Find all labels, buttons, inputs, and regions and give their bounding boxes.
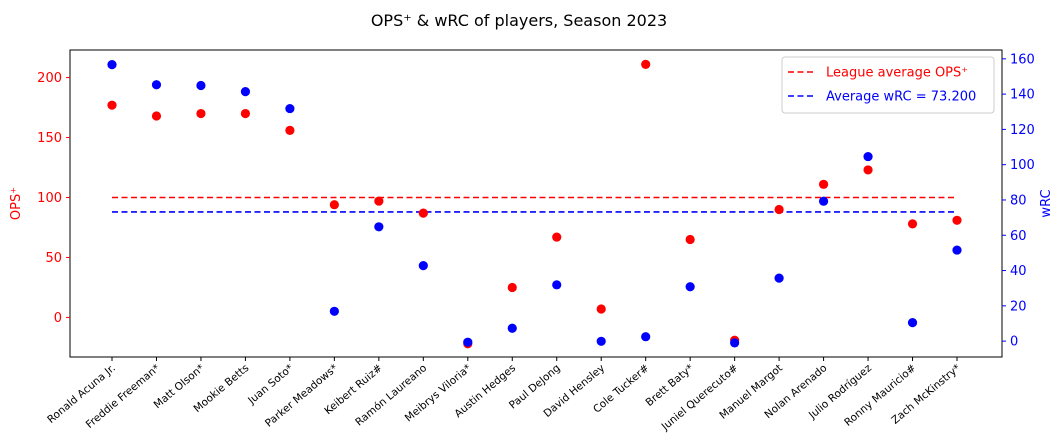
point-ops-10: [552, 232, 562, 242]
point-wrc-12: [641, 332, 651, 342]
legend-label-wrc: Average wRC = 73.200: [826, 90, 976, 105]
right-tick-label: 20: [1010, 299, 1027, 314]
point-ops-18: [907, 219, 918, 229]
point-wrc-2: [196, 80, 206, 91]
point-wrc-16: [818, 196, 829, 206]
point-wrc-1: [151, 80, 162, 90]
point-wrc-15: [774, 273, 784, 283]
right-tick-label: 160: [1010, 52, 1035, 67]
point-ops-6: [374, 196, 384, 206]
point-wrc-3: [240, 87, 251, 97]
point-wrc-8: [463, 337, 473, 347]
left-tick-label: 150: [37, 131, 62, 146]
right-tick-label: 40: [1010, 264, 1027, 279]
x-tick-label: Freddie Freeman*: [84, 362, 163, 431]
right-tick-label: 60: [1010, 229, 1027, 244]
point-wrc-6: [374, 222, 384, 232]
point-ops-4: [285, 125, 295, 135]
point-wrc-0: [107, 60, 117, 70]
point-ops-13: [685, 234, 695, 245]
point-wrc-13: [685, 282, 695, 292]
point-wrc-14: [730, 338, 740, 348]
legend-box: [781, 56, 995, 114]
right-tick-label: 0: [1010, 335, 1018, 350]
point-wrc-18: [907, 317, 918, 328]
point-ops-5: [329, 200, 339, 210]
right-tick-label: 100: [1010, 158, 1035, 173]
point-ops-16: [818, 179, 829, 189]
right-tick-label: 120: [1010, 123, 1035, 138]
left-tick-label: 50: [45, 251, 62, 266]
plot-frame: [69, 49, 1003, 358]
left-tick-label: 100: [37, 191, 62, 206]
point-wrc-4: [285, 103, 295, 114]
point-ops-19: [952, 215, 962, 225]
point-ops-0: [107, 100, 117, 110]
point-ops-12: [641, 59, 651, 69]
x-tick-label: Juniel Querecuto#: [659, 362, 741, 433]
point-ops-2: [196, 108, 206, 119]
legend: League average OPS⁺ Average wRC = 73.200: [781, 56, 995, 114]
point-ops-9: [507, 282, 517, 293]
point-wrc-19: [952, 245, 962, 255]
right-tick-label: 80: [1010, 193, 1027, 208]
point-wrc-9: [507, 323, 517, 333]
point-ops-15: [774, 204, 784, 215]
left-tick-label: 200: [37, 71, 62, 86]
point-ops-3: [240, 108, 251, 119]
point-wrc-10: [552, 280, 562, 290]
point-ops-7: [418, 208, 428, 218]
point-wrc-7: [418, 261, 428, 271]
point-ops-1: [151, 111, 162, 121]
right-tick-label: 140: [1010, 88, 1035, 103]
legend-label-ops: League average OPS⁺: [826, 66, 968, 81]
point-ops-17: [863, 165, 873, 175]
left-tick-label: 0: [54, 311, 62, 326]
y-axis-left-title: OPS⁺: [9, 187, 24, 220]
point-ops-11: [596, 304, 606, 314]
point-wrc-17: [863, 151, 873, 162]
y-axis-right-title: wRC: [1039, 189, 1054, 217]
chart-title: OPS⁺ & wRC of players, Season 2023: [371, 11, 667, 30]
point-wrc-5: [329, 306, 339, 316]
point-wrc-11: [596, 336, 606, 346]
